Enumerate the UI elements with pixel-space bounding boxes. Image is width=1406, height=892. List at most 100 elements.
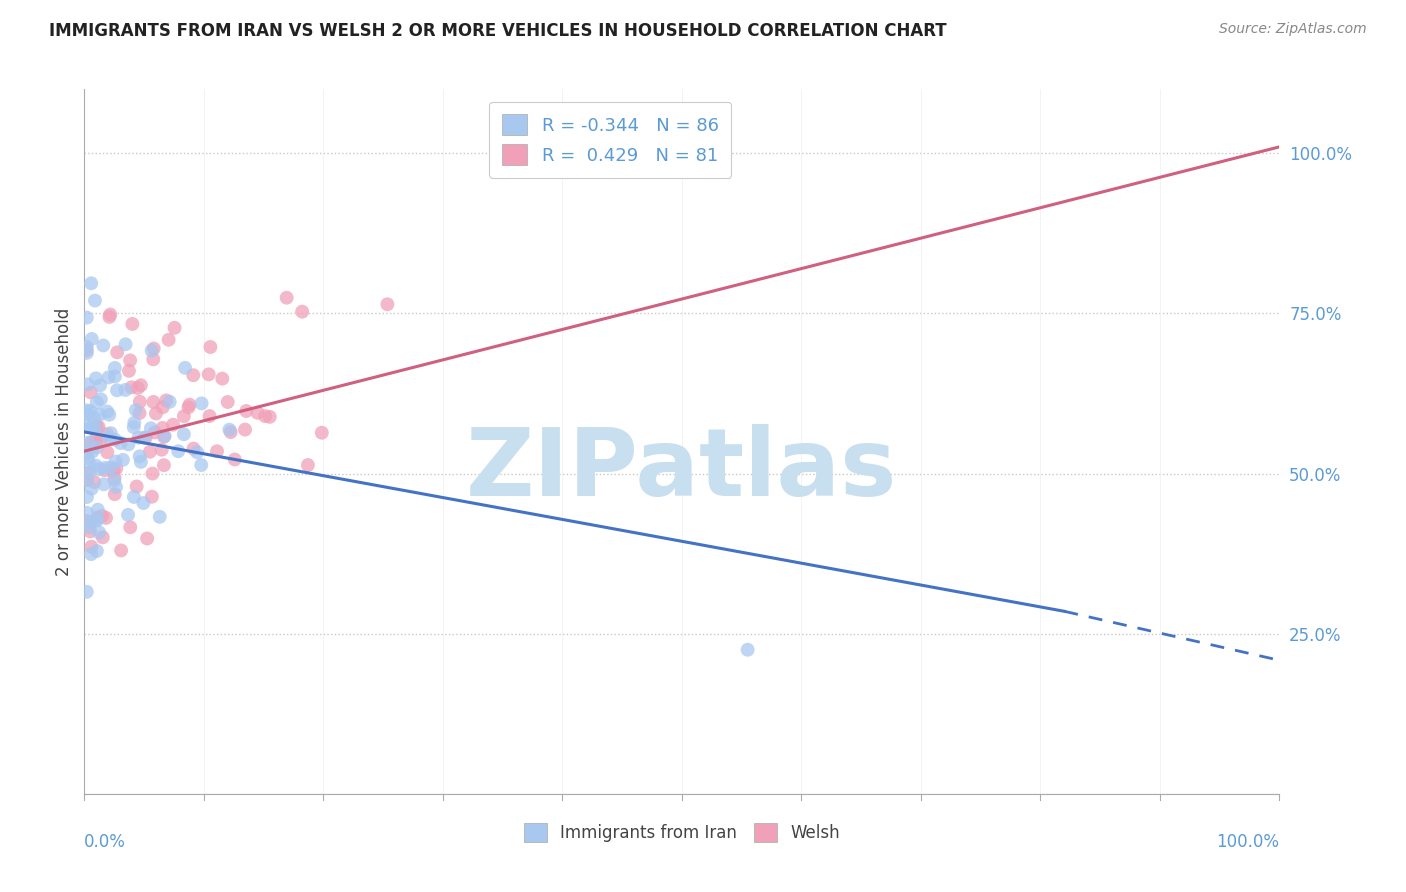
Point	[76, 466, 98, 480]
Point	[129, 455, 152, 469]
Point	[84, 458, 107, 473]
Point	[114, 383, 136, 397]
Point	[89, 462, 111, 476]
Point	[122, 420, 145, 434]
Point	[79, 404, 101, 418]
Point	[91, 338, 114, 352]
Text: ZIPatlas: ZIPatlas	[467, 424, 897, 516]
Point	[100, 426, 122, 441]
Point	[93, 463, 115, 477]
Point	[142, 352, 165, 367]
Point	[96, 445, 118, 459]
Point	[76, 340, 98, 354]
Point	[173, 409, 195, 424]
Point	[80, 547, 103, 561]
Point	[190, 458, 212, 472]
Point	[127, 381, 149, 395]
Point	[89, 525, 111, 540]
Point	[77, 414, 100, 428]
Point	[259, 409, 281, 424]
Point	[152, 421, 174, 435]
Point	[186, 445, 208, 459]
Point	[80, 420, 103, 434]
Point	[141, 343, 163, 358]
Text: 100.0%: 100.0%	[1216, 832, 1279, 851]
Point	[89, 408, 111, 422]
Point	[155, 393, 177, 408]
Point	[90, 392, 112, 407]
Point	[91, 508, 114, 523]
Point	[93, 461, 115, 475]
Point	[104, 369, 127, 384]
Point	[128, 406, 150, 420]
Point	[141, 467, 163, 481]
Point	[120, 380, 142, 394]
Point	[86, 419, 108, 434]
Point	[125, 403, 148, 417]
Text: 0.0%: 0.0%	[84, 832, 127, 851]
Point	[174, 360, 197, 375]
Point	[97, 431, 120, 445]
Point	[737, 642, 759, 657]
Point	[153, 430, 176, 444]
Point	[79, 465, 101, 479]
Point	[162, 417, 184, 432]
Point	[153, 458, 176, 473]
Point	[120, 353, 142, 368]
Point	[291, 304, 314, 318]
Point	[132, 496, 155, 510]
Point	[76, 584, 98, 599]
Point	[173, 427, 195, 442]
Point	[179, 398, 201, 412]
Point	[84, 437, 107, 451]
Point	[76, 490, 98, 504]
Point	[200, 340, 222, 354]
Point	[76, 506, 98, 520]
Point	[80, 540, 103, 554]
Point	[235, 404, 257, 418]
Point	[128, 431, 150, 445]
Point	[104, 454, 127, 468]
Point	[98, 310, 121, 324]
Point	[86, 513, 108, 527]
Point	[79, 515, 101, 529]
Point	[87, 420, 110, 434]
Point	[76, 451, 98, 466]
Point	[76, 310, 98, 325]
Point	[100, 460, 122, 475]
Point	[254, 409, 277, 424]
Point	[96, 427, 118, 442]
Point	[103, 463, 125, 477]
Point	[117, 508, 139, 522]
Point	[157, 333, 180, 347]
Point	[111, 453, 134, 467]
Point	[139, 444, 162, 458]
Point	[98, 308, 121, 322]
Point	[218, 423, 240, 437]
Point	[217, 395, 239, 409]
Point	[163, 320, 186, 334]
Point	[134, 431, 156, 445]
Point	[76, 343, 98, 358]
Point	[177, 401, 200, 415]
Point	[124, 416, 146, 430]
Point	[105, 461, 128, 475]
Point	[224, 452, 246, 467]
Point	[86, 544, 108, 558]
Point	[153, 429, 176, 443]
Point	[79, 520, 101, 534]
Point	[76, 445, 98, 459]
Legend: Immigrants from Iran, Welsh: Immigrants from Iran, Welsh	[517, 816, 846, 849]
Point	[80, 482, 103, 496]
Point	[80, 277, 103, 291]
Point	[135, 431, 157, 445]
Point	[211, 371, 233, 385]
Point	[104, 361, 127, 376]
Point	[86, 510, 108, 524]
Point	[76, 473, 98, 487]
Point	[94, 511, 117, 525]
Point	[159, 394, 181, 409]
Point	[122, 490, 145, 504]
Point	[121, 317, 143, 331]
Point	[80, 385, 103, 400]
